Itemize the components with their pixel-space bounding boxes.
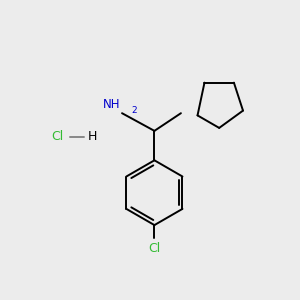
Text: Cl: Cl: [148, 242, 160, 255]
Text: 2: 2: [131, 106, 137, 115]
Text: NH: NH: [103, 98, 121, 111]
Text: H: H: [88, 130, 97, 143]
Text: Cl: Cl: [51, 130, 63, 143]
